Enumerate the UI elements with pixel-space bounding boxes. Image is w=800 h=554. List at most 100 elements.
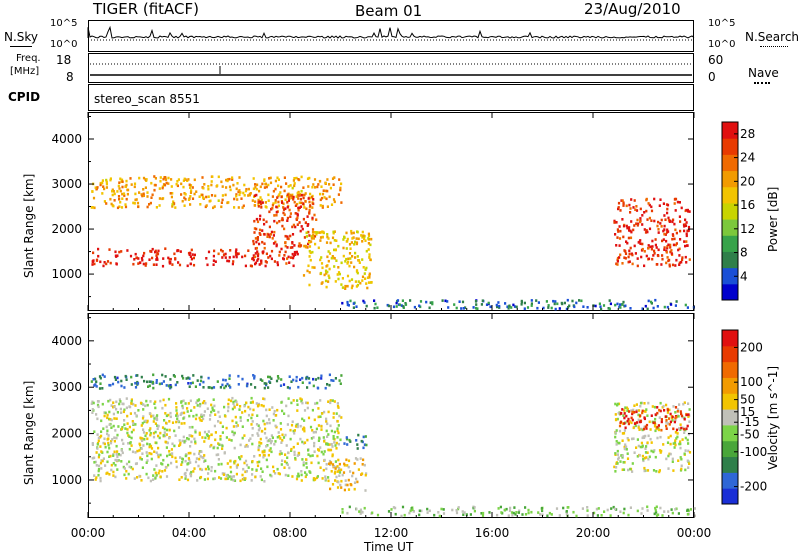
- velocity-cell: [128, 465, 131, 469]
- power-cell: [247, 194, 250, 197]
- velocity-cell: [659, 506, 662, 510]
- power-cell: [685, 234, 688, 238]
- power-cell: [155, 254, 158, 257]
- velocity-cell: [109, 454, 112, 458]
- velocity-cell: [193, 452, 196, 456]
- velocity-cell: [412, 510, 415, 513]
- velocity-cell: [225, 436, 228, 439]
- power-ytick-label: 3000: [51, 177, 82, 191]
- velocity-cell: [97, 439, 100, 443]
- velocity-cell: [280, 401, 283, 404]
- velocity-cell: [176, 417, 179, 421]
- velocity-cell: [643, 466, 646, 470]
- velocity-cell: [540, 507, 543, 510]
- velocity-cell: [255, 423, 259, 426]
- power-cell: [283, 227, 286, 231]
- velocity-cell: [189, 461, 192, 464]
- power-cell: [258, 217, 261, 221]
- velocity-cell: [615, 418, 618, 421]
- power-cell: [661, 239, 664, 243]
- power-cell: [173, 202, 176, 205]
- velocity-cell: [663, 510, 666, 513]
- power-cell: [643, 264, 646, 268]
- power-cell: [658, 204, 661, 207]
- power-cell: [180, 182, 183, 186]
- power-cell: [293, 250, 296, 254]
- velocity-cell: [146, 403, 149, 407]
- velocity-cell: [365, 443, 368, 447]
- velocity-cell: [353, 481, 357, 484]
- power-cell: [653, 197, 656, 201]
- power-cell: [303, 206, 306, 209]
- power-cell: [91, 190, 94, 193]
- power-cell: [284, 244, 287, 248]
- velocity-cell: [674, 431, 677, 434]
- power-cell: [277, 204, 280, 208]
- velocity-cell: [175, 460, 178, 463]
- velocity-cell: [216, 446, 219, 450]
- velocity-cell: [665, 421, 668, 424]
- velocity-cell: [321, 477, 324, 480]
- velocity-cell: [641, 409, 644, 413]
- velocity-cell: [662, 404, 665, 408]
- power-cell: [327, 237, 330, 240]
- velocity-cell: [331, 399, 334, 402]
- velocity-cell: [665, 403, 668, 407]
- power-cell: [202, 186, 205, 190]
- power-cell: [646, 218, 649, 221]
- power-cell: [236, 198, 239, 201]
- velocity-cell: [218, 476, 221, 479]
- velocity-cell: [679, 423, 682, 426]
- velocity-cell: [217, 463, 220, 466]
- power-cell: [362, 266, 365, 269]
- velocity-cell: [214, 438, 217, 442]
- velocity-cell: [355, 477, 358, 481]
- velocity-cell: [212, 446, 215, 450]
- power-cell: [535, 299, 538, 302]
- velocity-cell: [362, 446, 365, 450]
- power-cell: [142, 262, 145, 266]
- velocity-cell: [465, 513, 468, 516]
- power-cell: [257, 252, 260, 256]
- power-cell: [476, 307, 479, 310]
- power-ytick-label: 4000: [51, 132, 82, 146]
- velocity-cell: [146, 380, 149, 384]
- velocity-cell: [93, 384, 96, 387]
- velocity-cell: [132, 428, 135, 432]
- velocity-cell: [99, 476, 102, 480]
- power-cell: [326, 178, 329, 181]
- power-cell: [369, 243, 372, 247]
- power-cell: [286, 201, 289, 204]
- velocity-cell: [221, 383, 224, 387]
- power-cell: [138, 176, 141, 180]
- velocity-cell: [130, 444, 133, 447]
- power-cell: [309, 192, 312, 196]
- power-cell: [226, 259, 229, 263]
- velocity-cell: [275, 379, 279, 383]
- velocity-cell: [641, 507, 644, 510]
- velocity-cell: [134, 451, 137, 454]
- power-cell: [258, 242, 261, 246]
- power-cell: [286, 219, 289, 222]
- velocity-cell: [303, 441, 307, 444]
- velocity-cell: [338, 462, 341, 466]
- power-cell: [253, 194, 256, 197]
- power-cell: [300, 193, 303, 197]
- power-cell: [162, 257, 165, 260]
- power-cell: [257, 257, 260, 261]
- velocity-cell: [565, 512, 568, 516]
- power-cell: [681, 256, 684, 259]
- velocity-cell: [207, 386, 210, 389]
- velocity-cell: [633, 404, 636, 407]
- power-cell: [341, 277, 344, 280]
- power-cell: [250, 264, 253, 268]
- power-cell: [283, 254, 286, 257]
- velocity-cell: [353, 487, 356, 491]
- power-cell: [253, 227, 256, 230]
- power-cell: [170, 178, 173, 181]
- power-cell: [648, 216, 651, 220]
- velocity-cell: [203, 454, 206, 457]
- velocity-colorbar-segment: [722, 488, 738, 505]
- velocity-cell: [637, 418, 640, 422]
- velocity-cell: [176, 414, 179, 418]
